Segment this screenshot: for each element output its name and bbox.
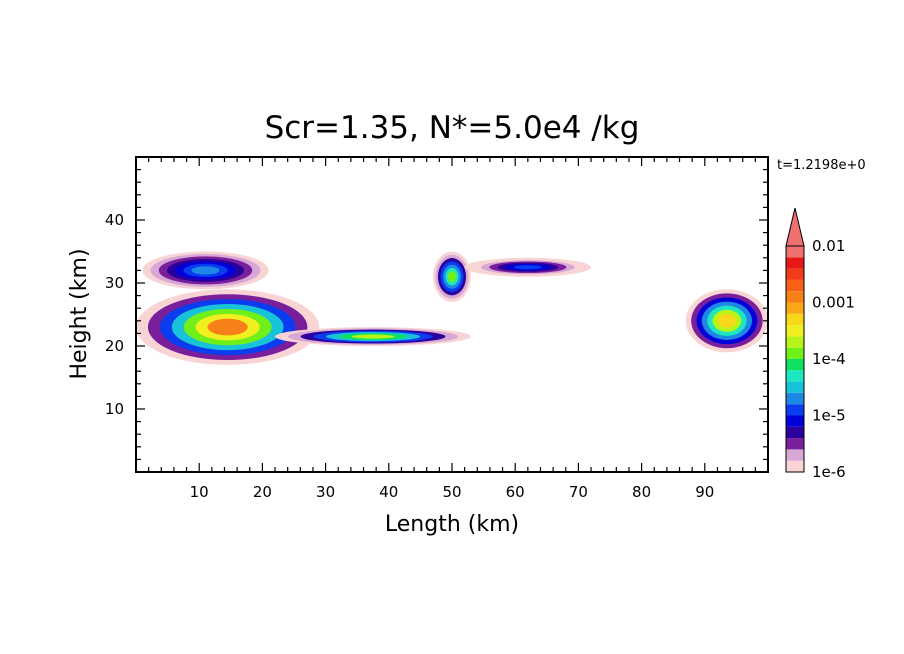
x-tick-label: 50: [442, 483, 461, 501]
time-label: t=1.2198e+0: [777, 158, 866, 173]
y-tick-label: 30: [105, 274, 124, 292]
x-axis-title: Length (km): [385, 512, 519, 537]
x-tick-label: 40: [379, 483, 398, 501]
chart-title: Scr=1.35, N*=5.0e4 /kg: [265, 110, 640, 146]
x-tick-label: 80: [632, 483, 651, 501]
colorbar-segment: [786, 257, 804, 269]
colorbar-extend-arrow: [785, 207, 805, 247]
colorbar-segment: [786, 370, 804, 382]
colorbar-segment: [786, 246, 804, 258]
colorbar-segment: [786, 404, 804, 416]
y-tick-label: 20: [105, 337, 124, 355]
left-upper-patches: [142, 251, 269, 290]
left-cloud-core: [136, 289, 320, 365]
colorbar-segment: [786, 336, 804, 348]
x-tick-label: 90: [695, 483, 714, 501]
axis-ticks: [135, 156, 769, 473]
colorbar-segment: [786, 268, 804, 280]
contour-level: [717, 313, 736, 328]
colorbar-label: 1e-5: [812, 407, 846, 425]
x-axis-tick-labels: 10 20 30 40 50 60 70 80 90: [190, 483, 715, 501]
y-axis-tick-labels: 10 20 30 40: [105, 211, 124, 418]
center-streak: [464, 257, 592, 277]
colorbar-segment: [786, 438, 804, 450]
colorbar-label: 1e-4: [812, 350, 846, 368]
contour-field: [136, 251, 768, 365]
colorbar-segment: [786, 449, 804, 461]
right-cloud: [685, 289, 768, 353]
x-tick-label: 30: [316, 483, 335, 501]
colorbar-label: 0.001: [812, 294, 855, 312]
contour-level: [513, 265, 542, 270]
colorbar-segment: [786, 291, 804, 303]
contour-level: [351, 334, 395, 339]
x-tick-label: 20: [253, 483, 272, 501]
colorbar-label: 1e-6: [812, 463, 846, 481]
colorbar-segment: [786, 302, 804, 314]
contour-level: [207, 318, 248, 336]
x-tick-label: 10: [190, 483, 209, 501]
colorbar-segment: [786, 381, 804, 393]
colorbar-segment: [786, 279, 804, 292]
colorbar-segment: [786, 359, 804, 371]
left-cloud-tail: [275, 327, 471, 346]
colorbar-frame: [785, 245, 805, 473]
colorbar-segment: [786, 392, 804, 405]
x-tick-label: 70: [569, 483, 588, 501]
contour-level: [191, 266, 220, 275]
colorbar-segment: [786, 325, 804, 337]
contour-level: [447, 271, 457, 283]
colorbar-segment: [786, 347, 804, 359]
colorbar-labels: 0.01 0.001 1e-4 1e-5 1e-6: [812, 237, 855, 481]
y-tick-label: 10: [105, 400, 124, 418]
colorbar-segment: [786, 460, 804, 472]
colorbar-segment: [786, 426, 804, 439]
y-tick-label: 40: [105, 211, 124, 229]
center-blob: [433, 251, 471, 302]
colorbar-segment: [786, 313, 804, 326]
colorbar: [785, 207, 805, 473]
colorbar-segment: [786, 415, 804, 427]
y-axis-title: Height (km): [67, 248, 92, 379]
colorbar-label: 0.01: [812, 237, 845, 255]
plot-area: [136, 157, 768, 472]
x-tick-label: 60: [506, 483, 525, 501]
